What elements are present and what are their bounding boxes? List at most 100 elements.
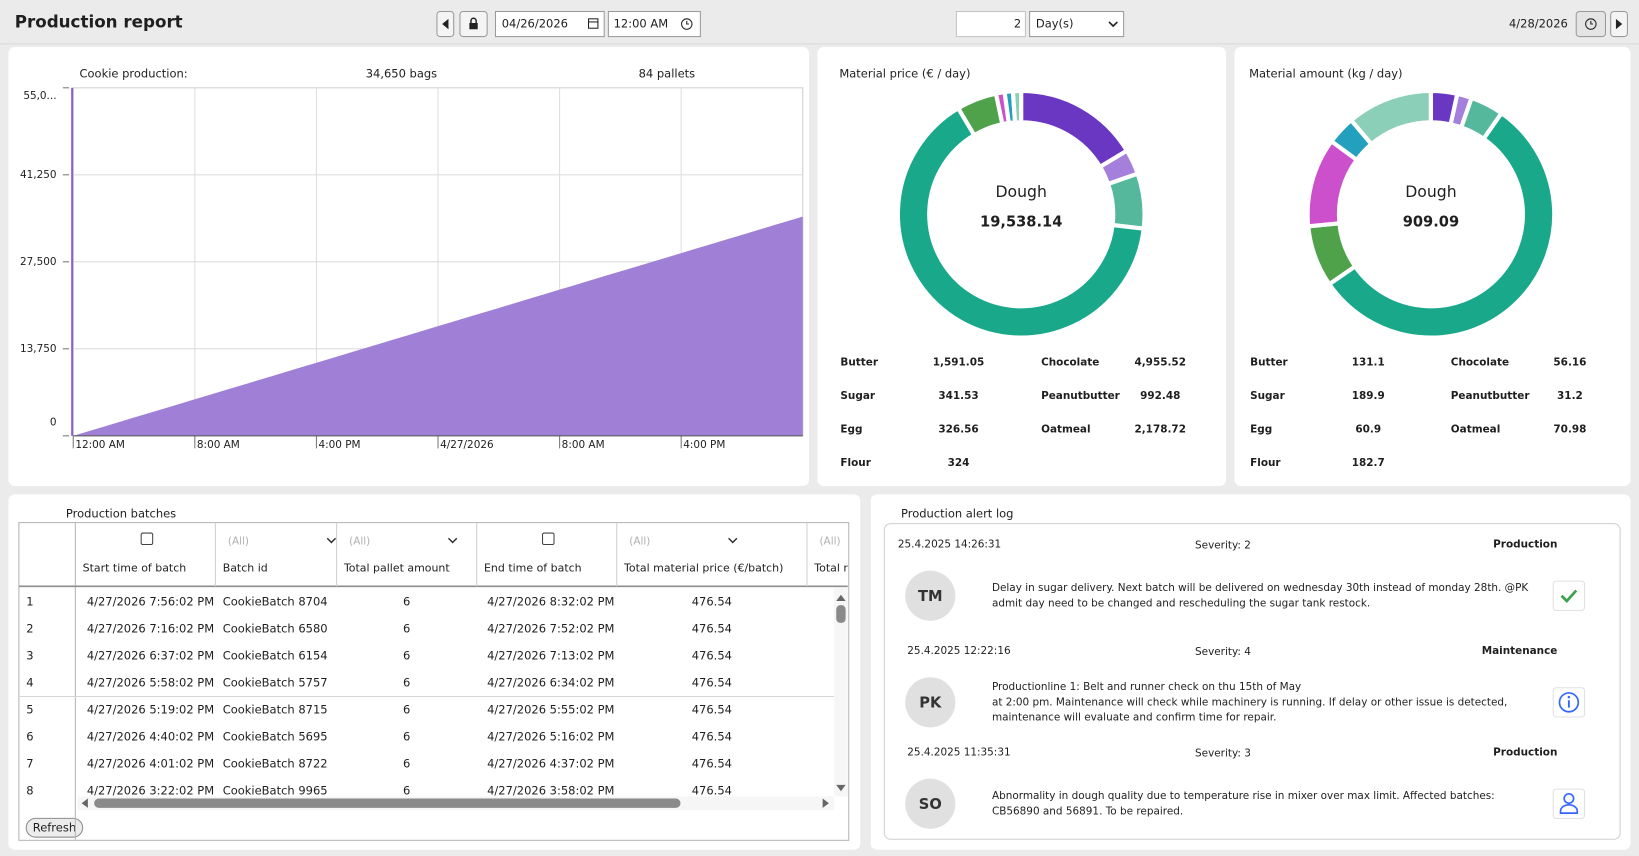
center-value: 909.09 — [1403, 214, 1459, 231]
legend-name: Chocolate — [1451, 357, 1509, 369]
alert-severity: Severity: 3 — [1195, 748, 1251, 760]
cell: 4/27/2026 4:37:02 PM — [487, 756, 614, 770]
cell: 6 — [403, 702, 410, 716]
alert-severity: Severity: 2 — [1195, 540, 1251, 552]
avatar-initials: TM — [918, 588, 943, 605]
info-dot — [1567, 695, 1571, 699]
check-icon — [1560, 589, 1578, 603]
chart-annotation: 34,650 bags — [366, 67, 437, 81]
action-box — [1552, 580, 1586, 611]
chart-annotation: 84 pallets — [639, 67, 696, 81]
legend-name: Sugar — [1250, 390, 1285, 402]
scroll-down — [836, 784, 846, 792]
cell: 6 — [403, 756, 410, 770]
cell: CookieBatch 8715 — [223, 702, 328, 716]
legend-name: Flour — [1250, 457, 1281, 469]
duration-input[interactable] — [955, 10, 1026, 38]
cell: 6 — [403, 648, 410, 662]
filter-checkbox[interactable] — [140, 532, 154, 546]
alert-message: at 2:00 pm. Maintenance will check while… — [992, 696, 1507, 708]
legend-value: 326.56 — [938, 424, 978, 436]
alerts-title: Production alert log — [901, 507, 1013, 521]
legend-name: Butter — [1250, 357, 1288, 369]
donut-segment — [1105, 171, 1147, 232]
x-tick-label: 8:00 AM — [562, 439, 605, 451]
row-number: 5 — [26, 702, 33, 716]
alert-action[interactable] — [1552, 687, 1586, 718]
cell: 6 — [403, 595, 410, 609]
legend-name: Sugar — [840, 390, 875, 402]
x-tick-label: 8:00 AM — [197, 439, 240, 451]
alerts-box — [883, 523, 1621, 840]
alert-action[interactable] — [1552, 788, 1586, 819]
cell: 4/27/2026 7:56:02 PM — [87, 595, 214, 609]
cell: 6 — [403, 783, 410, 797]
column-header: End time of batch — [484, 562, 582, 575]
start-date-input[interactable] — [494, 10, 605, 38]
alert-message: Delay in sugar delivery. Next batch will… — [992, 582, 1529, 594]
person-head — [1563, 792, 1575, 805]
avatar — [905, 570, 956, 621]
cell: 4/27/2026 4:40:02 PM — [87, 729, 214, 743]
filter-chevron — [447, 537, 458, 544]
scroll-up — [836, 594, 846, 601]
row-number: 1 — [26, 595, 33, 609]
donut-segment — [895, 105, 1147, 340]
cell: CookieBatch 9965 — [223, 783, 328, 797]
alert-time: 25.4.2025 12:22:16 — [907, 645, 1010, 657]
cell: 476.54 — [692, 675, 732, 689]
legend-value: 189.9 — [1352, 390, 1385, 402]
production-area — [73, 216, 803, 436]
legend-value: 60.9 — [1355, 424, 1381, 436]
now-button[interactable] — [1575, 10, 1606, 38]
cell: 6 — [403, 621, 410, 635]
filter-chevron — [326, 537, 337, 544]
alert-action[interactable] — [1552, 580, 1586, 611]
start-time: 12:00 AM — [614, 17, 669, 31]
cell: CookieBatch 5695 — [223, 729, 328, 743]
start-time-input[interactable] — [607, 10, 701, 38]
cell: 4/27/2026 4:01:02 PM — [87, 756, 214, 770]
legend-name: Oatmeal — [1041, 424, 1090, 436]
center-label: Dough — [996, 182, 1047, 201]
column-header: Total material price (€/batch) — [623, 562, 783, 575]
alert-message: Productionline 1: Belt and runner check … — [992, 681, 1301, 693]
page-title: Production report — [15, 11, 183, 31]
row-number: 3 — [26, 648, 33, 662]
cell: 6 — [403, 729, 410, 743]
avatar — [905, 778, 956, 829]
cell: 4/27/2026 5:58:02 PM — [87, 675, 214, 689]
legend-value: 2,178.72 — [1134, 424, 1186, 436]
toolbar — [0, 0, 1639, 44]
cell: CookieBatch 5757 — [223, 675, 328, 689]
lock-button[interactable] — [459, 10, 488, 38]
cell: 4/27/2026 3:58:02 PM — [487, 783, 614, 797]
filter-placeholder: (All) — [629, 535, 650, 547]
legend-value: 131.1 — [1352, 357, 1385, 369]
y-tick-label: 13,750 — [20, 343, 57, 355]
alert-time: 25.4.2025 11:35:31 — [907, 747, 1010, 759]
batches-grid — [18, 522, 850, 841]
duration-unit-select[interactable] — [1029, 10, 1125, 38]
filter-placeholder: (All) — [228, 535, 249, 547]
cell: 4/27/2026 5:16:02 PM — [487, 729, 614, 743]
alert-message: Abnormality in dough quality due to temp… — [992, 790, 1495, 802]
prev-button[interactable] — [436, 10, 455, 38]
alert-message: maintenance will evaluate and confirm ti… — [992, 712, 1276, 724]
cell: 4/27/2026 6:34:02 PM — [487, 675, 614, 689]
refresh-button[interactable]: Refresh — [25, 817, 84, 838]
scrollbar-thumb[interactable] — [836, 605, 846, 623]
legend-value: 992.48 — [1140, 390, 1180, 402]
alert-message: CB56890 and 56891. To be repaired. — [992, 805, 1183, 817]
end-date: 4/28/2026 — [1509, 17, 1568, 31]
h-scrollbar-thumb[interactable] — [94, 798, 681, 808]
legend-name: Butter — [840, 357, 878, 369]
filter-checkbox[interactable] — [542, 532, 555, 546]
column-header: Total pallet amount — [343, 562, 450, 575]
next-button[interactable] — [1610, 10, 1628, 38]
legend-name: Flour — [840, 457, 871, 469]
alert-time: 25.4.2025 14:26:31 — [898, 539, 1001, 551]
avatar — [905, 677, 956, 728]
